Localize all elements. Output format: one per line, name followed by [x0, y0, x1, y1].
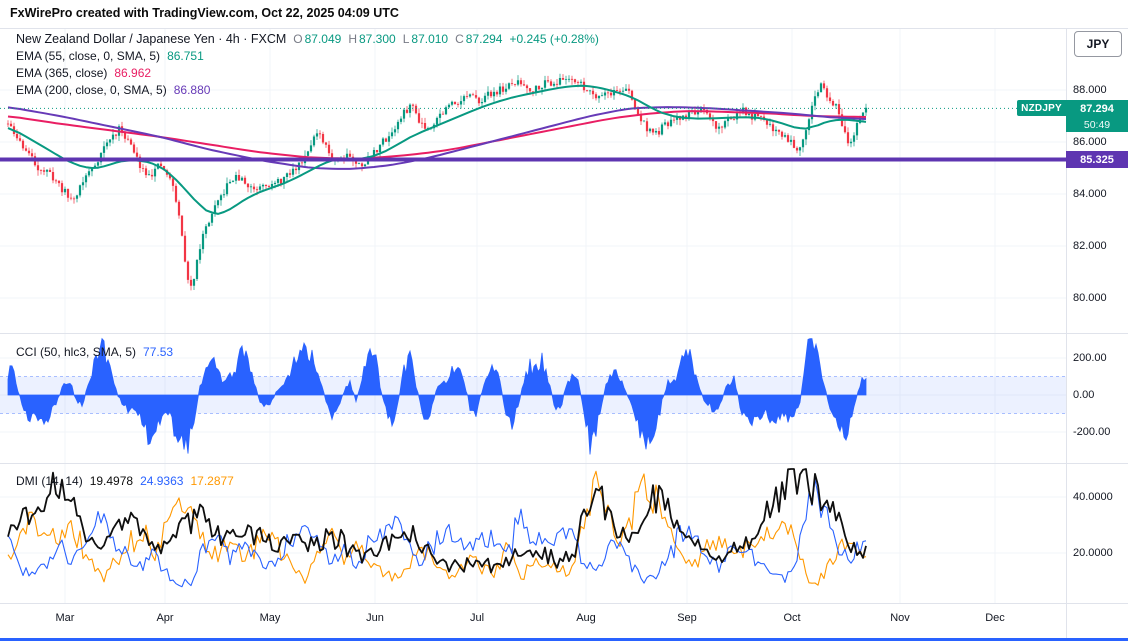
ema365-value: 86.962	[114, 66, 152, 80]
ohlc-low-label: L	[402, 32, 410, 46]
time-scale[interactable]: Mar Apr May Jun Jul Aug Sep Oct Nov Dec	[0, 604, 1066, 641]
price-scale-label: 86.000	[1073, 136, 1107, 148]
main-chart-legend: New Zealand Dollar / Japanese Yen · 4h ·…	[16, 31, 599, 99]
price-scale-label: 84.000	[1073, 188, 1107, 200]
cci-label: CCI (50, hlc3, SMA, 5)	[16, 345, 137, 359]
ema365-label: EMA (365, close)	[16, 66, 108, 80]
ohlc-open-value: 87.049	[304, 32, 342, 46]
cci-scale-label: 200.00	[1073, 352, 1107, 364]
price-scale[interactable]: 88.000 86.000 84.000 82.000 80.000 200.00 0.00…	[1066, 0, 1128, 641]
symbol-legend-row[interactable]: New Zealand Dollar / Japanese Yen · 4h ·…	[16, 31, 599, 48]
price-scale-label: 80.000	[1073, 292, 1107, 304]
cci-legend: CCI (50, hlc3, SMA, 5) 77.53	[16, 344, 173, 361]
time-axis-label-jun: Jun	[366, 612, 384, 624]
bottom-accent-bar	[0, 638, 1128, 641]
price-scale-label: 82.000	[1073, 240, 1107, 252]
dmi-plus-di-value: 24.9363	[140, 474, 184, 488]
support-level-badge: 85.325	[1066, 151, 1128, 168]
time-axis-label-mar: Mar	[55, 612, 75, 624]
bar-countdown: 50:49	[1083, 118, 1111, 131]
dmi-minus-di-value: 17.2877	[190, 474, 234, 488]
ohlc-high-value: 87.300	[359, 32, 396, 46]
last-price-value: 87.294	[1080, 102, 1114, 115]
ohlc-low-value: 87.010	[411, 32, 449, 46]
symbol-title[interactable]: New Zealand Dollar / Japanese Yen · 4h ·…	[16, 32, 287, 46]
ohlc-high-label: H	[348, 32, 357, 46]
ema200-value: 86.880	[173, 83, 211, 97]
time-axis-label-nov: Nov	[890, 612, 910, 624]
symbol-price-line-badge: NZDJPY	[1017, 100, 1066, 116]
ohlc-open-label: O	[293, 32, 303, 46]
dmi-scale-label: 40.0000	[1073, 491, 1113, 503]
dmi-adx-value: 19.4978	[89, 474, 134, 488]
ohlc-change-value: +0.245 (+0.28%)	[509, 32, 599, 46]
time-axis-label-oct: Oct	[783, 612, 801, 624]
time-axis-label-sep: Sep	[677, 612, 697, 624]
ema55-label: EMA (55, close, 0, SMA, 5)	[16, 49, 161, 63]
ema55-legend-row[interactable]: EMA (55, close, 0, SMA, 5) 86.751	[16, 48, 599, 65]
ema200-legend-row[interactable]: EMA (200, close, 0, SMA, 5) 86.880	[16, 82, 599, 99]
last-price-badge: 87.294 50:49	[1066, 100, 1128, 132]
attribution-text: FxWirePro created with TradingView.com, …	[10, 6, 399, 20]
ema365-legend-row[interactable]: EMA (365, close) 86.962	[16, 65, 599, 82]
dmi-legend-row[interactable]: DMI (14, 14) 19.4978 24.9363 17.2877	[16, 473, 234, 490]
ema55-value: 86.751	[167, 49, 204, 63]
price-scale-currency-button[interactable]: JPY	[1074, 31, 1122, 57]
ohlc-close-value: 87.294	[465, 32, 503, 46]
price-scale-label: 88.000	[1073, 84, 1107, 96]
cci-legend-row[interactable]: CCI (50, hlc3, SMA, 5) 77.53	[16, 344, 173, 361]
ema200-label: EMA (200, close, 0, SMA, 5)	[16, 83, 167, 97]
cci-scale-label: -200.00	[1073, 426, 1111, 438]
cci-scale-label: 0.00	[1073, 389, 1095, 401]
time-axis-label-may: May	[259, 612, 281, 624]
time-axis-label-apr: Apr	[156, 612, 174, 624]
dmi-scale-label: 20.0000	[1073, 547, 1113, 559]
time-axis-label-dec: Dec	[985, 612, 1005, 624]
dmi-legend: DMI (14, 14) 19.4978 24.9363 17.2877	[16, 473, 234, 490]
time-axis-label-jul: Jul	[469, 612, 485, 624]
cci-value: 77.53	[143, 345, 174, 359]
ohlc-close-label: C	[455, 32, 464, 46]
time-axis-label-aug: Aug	[576, 612, 596, 624]
dmi-label: DMI (14, 14)	[16, 474, 83, 488]
